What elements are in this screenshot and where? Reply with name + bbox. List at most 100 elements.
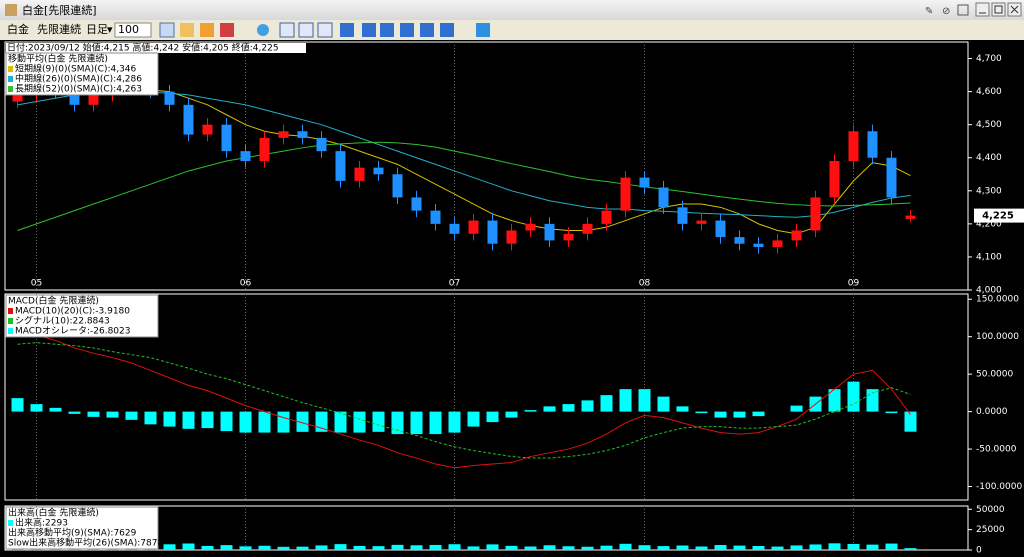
y-tick-label: 50000 [976,505,1005,515]
button-glyphs [979,5,1019,14]
legend-swatch [8,86,13,92]
period-dropdown[interactable]: ▾ [107,23,113,36]
volume-bar [448,544,461,550]
candle-body [677,207,688,224]
candle-body [620,177,631,211]
tool-10[interactable] [476,23,490,37]
y-tick-label: 0.0000 [976,407,1008,417]
oscillator-bar [505,411,518,418]
oscillator-bar [714,411,727,418]
volume-bar [809,544,822,550]
candle-body [202,124,213,135]
oscillator-bar [429,411,442,435]
oscillator-bar [49,407,62,412]
oscillator-bar [410,411,423,435]
tool-9[interactable] [440,23,454,37]
tool-8[interactable] [420,23,434,37]
oscillator-bar [904,411,917,432]
zoom-input[interactable] [114,22,152,38]
legend-swatch [8,328,13,334]
oscillator-bar [790,405,803,412]
tool-2[interactable] [298,22,314,38]
contract[interactable]: 先限連続 [37,22,81,36]
oscillator-bar [334,411,347,433]
legend-entry: 中期線(26)(0)(SMA)(C):4,286 [15,73,142,85]
y-tick-label: 4,400 [976,153,1002,163]
candle-body [867,131,878,158]
copy-button[interactable] [957,4,969,16]
legend-entry: 長期線(52)(0)(SMA)(C):4,263 [15,83,142,95]
candle-body [772,240,783,248]
oscillator-bar [619,389,632,412]
y-tick-label: 4,700 [976,54,1002,64]
oscillator-bar [467,411,480,427]
x-tick-label: 05 [31,279,42,289]
maximize-button[interactable] [991,2,1006,17]
legend-title: 出来高(白金 先限連続) [8,507,99,519]
volume-bar [562,546,575,550]
volume-bar [372,546,385,550]
eraser-tool[interactable] [220,23,234,37]
oscillator-bar [752,411,765,417]
volume-bar [315,545,328,550]
candle-body [335,151,346,181]
symbol-name[interactable]: 白金 [7,22,29,36]
candle-body [658,187,669,208]
cursor-tool[interactable] [159,22,175,38]
oscillator-bar [201,411,214,429]
tool-6[interactable] [380,23,394,37]
refresh-tool[interactable] [257,24,269,36]
candle-body [183,104,194,135]
pen-tool[interactable] [200,23,214,37]
oscillator-bar [847,381,860,412]
y-tick-label: 50.0000 [976,370,1013,380]
indicator-line [17,141,911,231]
candle-body [392,174,403,198]
oscillator-bar [258,411,271,433]
candle-body [525,223,536,231]
volume-bar [296,546,309,550]
candle-body [715,220,726,238]
oscillator-bar [733,411,746,418]
candle-body [430,210,441,224]
minimize-button[interactable] [975,2,990,17]
tool-4[interactable] [340,23,354,37]
y-tick-label: 4,600 [976,87,1002,97]
window-buttons: ✎ ⊘ [925,2,1022,17]
indicator-line [17,89,911,235]
legend-swatch [8,308,13,314]
y-tick-label: 4,500 [976,120,1002,130]
hand-tool[interactable] [180,23,194,37]
link-icon[interactable]: ⊘ [942,6,950,17]
x-tick-label: 07 [449,279,460,289]
candle-body [848,131,859,162]
volume-bar [220,545,233,550]
oscillator-bar [676,406,689,412]
tool-3[interactable] [317,22,333,38]
oscillator-bar [657,396,670,412]
oscillator-bar [239,411,252,433]
candle-body [259,137,270,162]
candle-body [734,237,745,244]
tool-1[interactable] [279,22,295,38]
period[interactable]: 日足 [86,23,108,36]
pin-icon[interactable]: ✎ [925,6,933,17]
y-tick-label: 150.0000 [976,295,1019,305]
legend-title: 移動平均(白金 先限連続) [8,53,108,65]
candle-body [69,91,80,105]
candle-body [601,210,612,224]
volume-bar [391,544,404,550]
oscillator-bar [562,404,575,412]
volume-bar [638,545,651,550]
volume-bar [885,543,898,550]
zoom-value: 100 [118,23,139,36]
app-icon [5,4,17,16]
oscillator-bar [182,411,195,429]
charts: 4,000 4,100 4,200 4,300 4,400 4,500 4,600 4,700… [4,41,1024,556]
indicator-line [17,330,911,469]
candle-body [886,157,897,198]
volume-bar [353,545,366,550]
legend-entry: MACDオシレータ:-26.8023 [15,326,130,337]
tool-5[interactable] [362,23,376,37]
tool-7[interactable] [400,23,414,37]
